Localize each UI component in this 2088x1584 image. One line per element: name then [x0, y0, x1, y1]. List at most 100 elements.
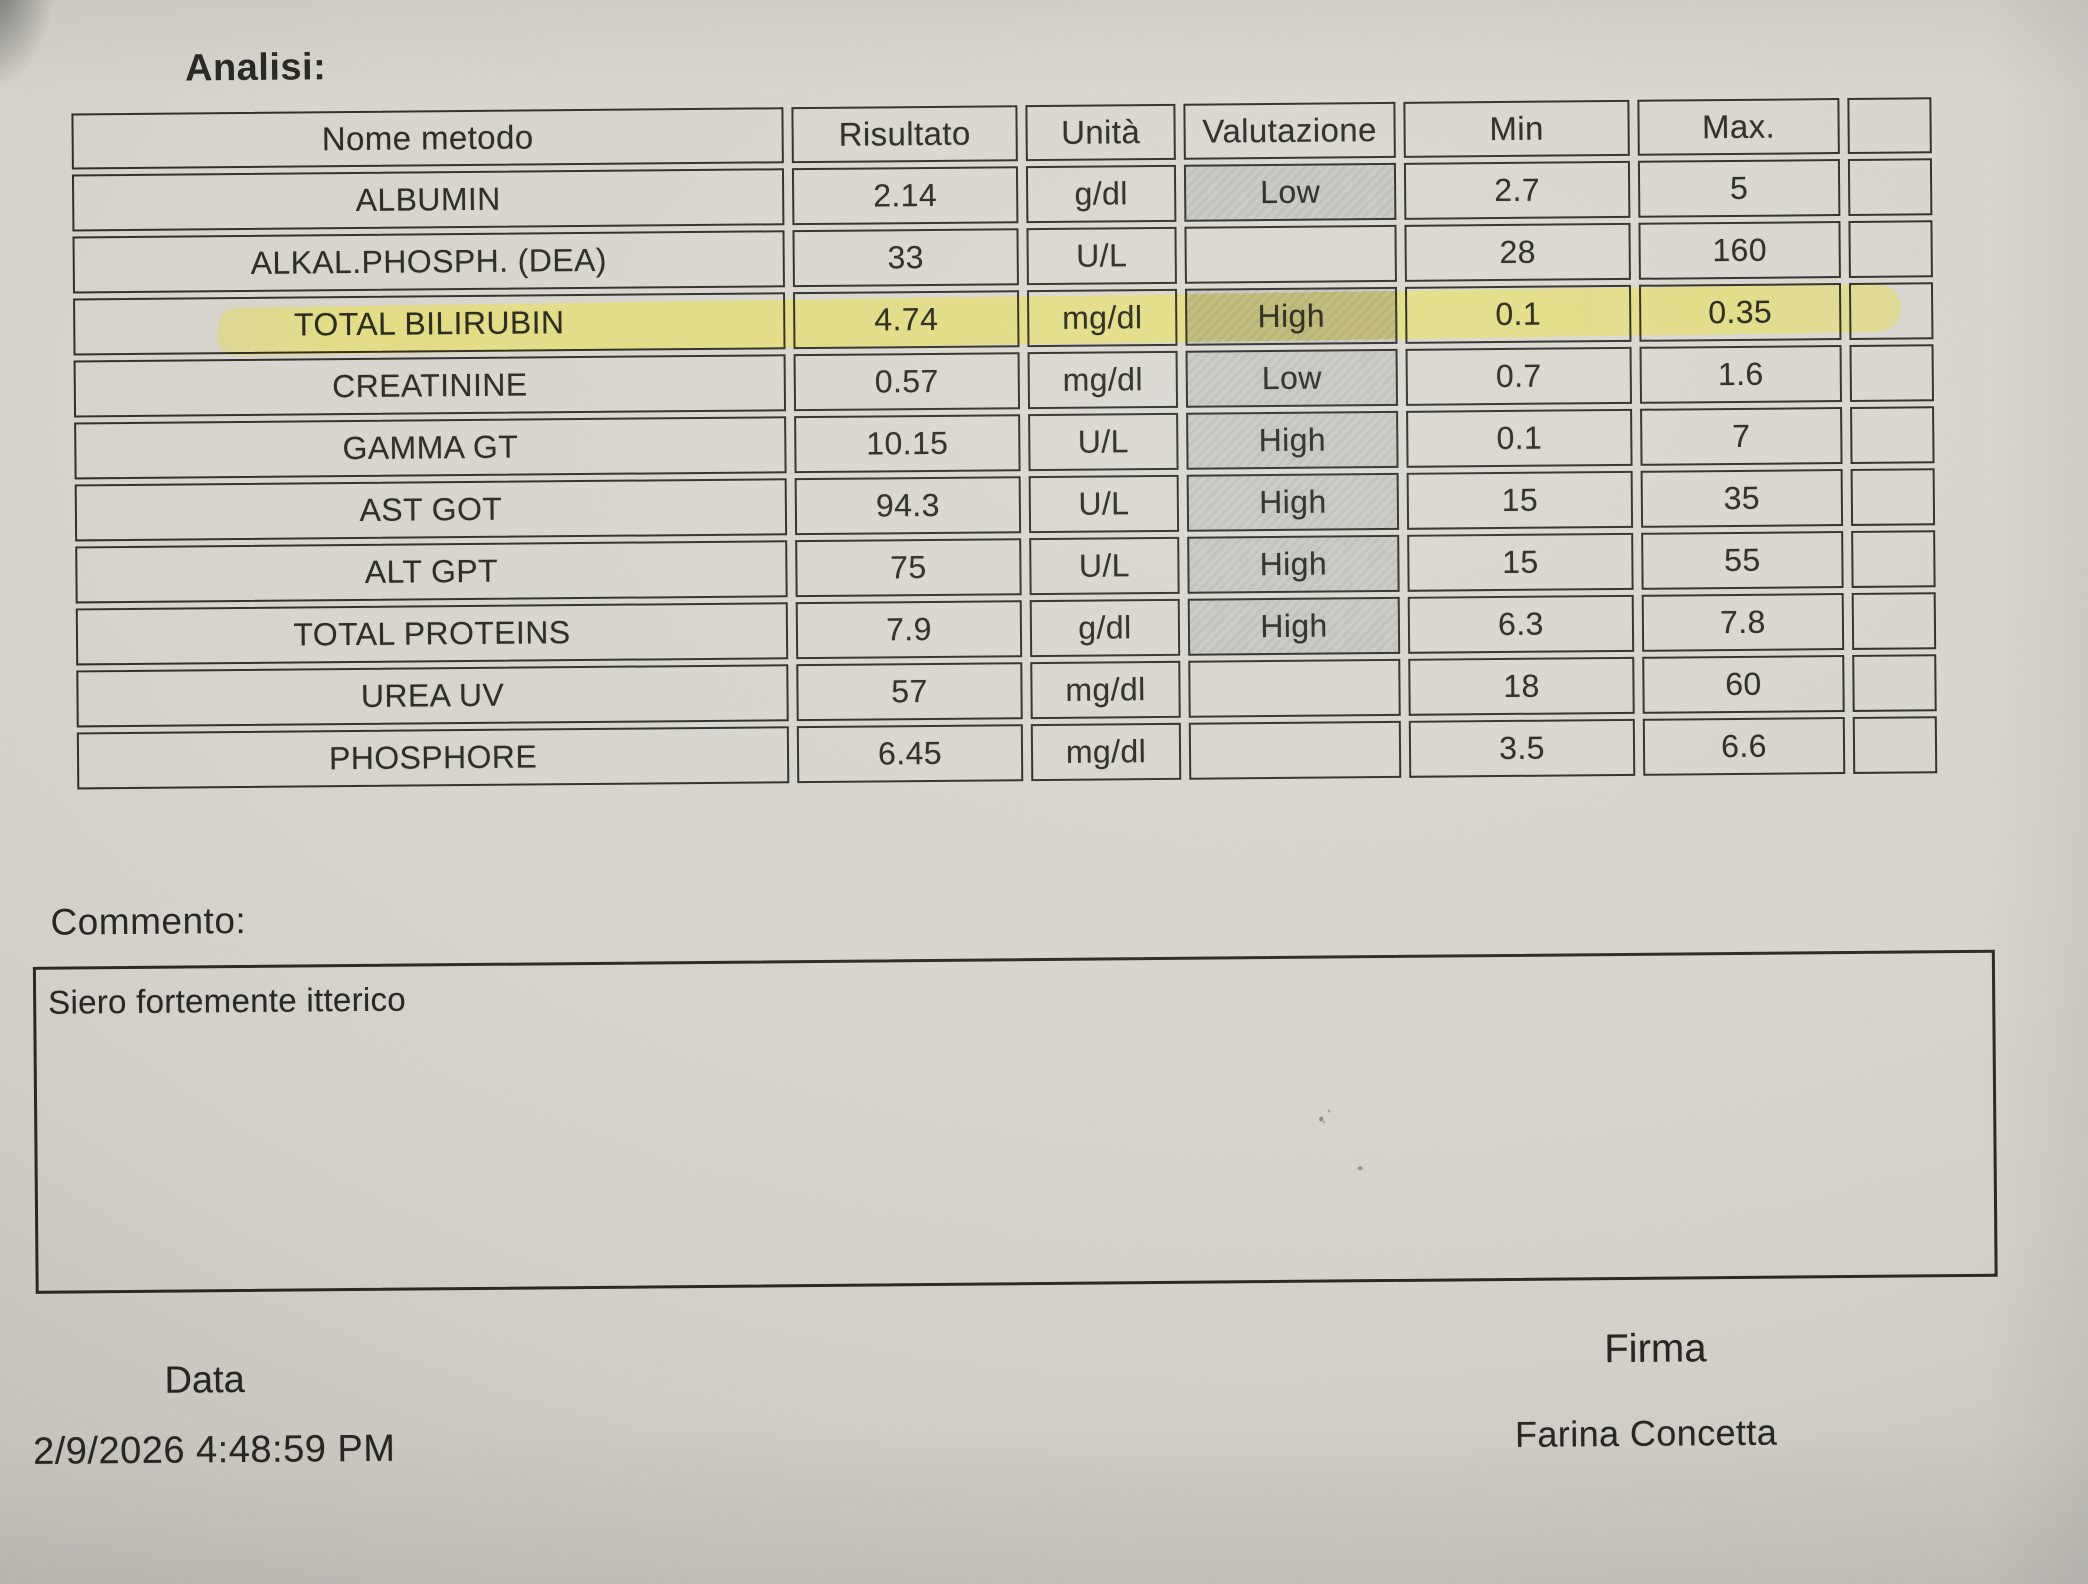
min-cell: 18 — [1408, 656, 1635, 716]
header-max: Max. — [1637, 98, 1840, 156]
max-cell: 5 — [1637, 159, 1841, 218]
stray-ink-mark — [1319, 1116, 1324, 1122]
date-heading: Data — [164, 1359, 245, 1402]
result-cell: 57 — [796, 662, 1023, 722]
unit-cell: g/dl — [1029, 598, 1181, 658]
result-cell: 4.74 — [793, 290, 1020, 350]
max-cell: 0.35 — [1638, 283, 1842, 342]
max-cell: 35 — [1640, 469, 1844, 528]
table-row: CREATININE 0.57 mg/dl Low 0.7 1.6 — [73, 344, 1935, 418]
unit-cell: g/dl — [1025, 164, 1177, 224]
header-method-name: Nome metodo — [71, 107, 784, 170]
table-row: UREA UV 57 mg/dl 18 60 — [76, 654, 1937, 728]
table-row: ALKAL.PHOSPH. (DEA) 33 U/L 28 160 — [72, 220, 1933, 294]
table-row: TOTAL BILIRUBIN 4.74 mg/dl High 0.1 0.35 — [73, 282, 1934, 356]
method-name-cell: CREATININE — [73, 354, 787, 418]
evaluation-cell: Low — [1185, 348, 1399, 408]
max-cell: 7 — [1640, 407, 1843, 466]
method-name-cell: TOTAL PROTEINS — [75, 602, 789, 666]
empty-cell — [1850, 406, 1935, 464]
method-name-cell: AST GOT — [74, 478, 788, 542]
min-cell: 3.5 — [1408, 718, 1636, 778]
evaluation-cell: High — [1187, 596, 1401, 656]
header-unit: Unità — [1025, 103, 1176, 162]
min-cell: 2.7 — [1403, 160, 1631, 220]
header-empty — [1847, 97, 1932, 154]
max-cell: 7.8 — [1641, 593, 1845, 652]
stray-ink-mark — [1357, 1166, 1363, 1171]
max-cell: 6.6 — [1642, 717, 1846, 776]
header-evaluation: Valutazione — [1183, 101, 1396, 160]
min-cell: 15 — [1407, 532, 1634, 592]
result-cell: 0.57 — [793, 352, 1021, 412]
min-cell: 15 — [1406, 470, 1634, 530]
unit-cell: mg/dl — [1030, 722, 1182, 782]
evaluation-cell: High — [1187, 534, 1400, 594]
header-min: Min — [1403, 99, 1630, 158]
max-cell: 160 — [1638, 221, 1841, 280]
method-name-cell: TOTAL BILIRUBIN — [73, 292, 786, 356]
result-cell: 33 — [792, 228, 1019, 288]
evaluation-cell — [1184, 224, 1397, 284]
analyses-heading: Analisi: — [184, 46, 327, 90]
empty-cell — [1848, 220, 1933, 278]
result-cell: 7.9 — [795, 600, 1023, 660]
unit-cell: mg/dl — [1027, 288, 1178, 348]
table-row: AST GOT 94.3 U/L High 15 35 — [74, 468, 1936, 542]
method-name-cell: ALT GPT — [75, 540, 788, 604]
unit-cell: U/L — [1028, 474, 1180, 534]
unit-cell: U/L — [1026, 226, 1177, 286]
unit-cell: U/L — [1028, 412, 1179, 472]
evaluation-cell: Low — [1183, 162, 1397, 222]
evaluation-cell: High — [1186, 410, 1399, 470]
signature-name: Farina Concetta — [1514, 1411, 1778, 1455]
empty-cell — [1852, 654, 1937, 712]
table-row: PHOSPHORE 6.45 mg/dl 3.5 6.6 — [76, 716, 1938, 790]
method-name-cell: PHOSPHORE — [76, 726, 790, 790]
empty-cell — [1848, 282, 1934, 340]
method-name-cell: GAMMA GT — [74, 416, 787, 480]
evaluation-cell — [1188, 658, 1401, 718]
table-row: GAMMA GT 10.15 U/L High 0.1 7 — [74, 406, 1935, 480]
unit-cell: mg/dl — [1030, 660, 1181, 720]
empty-cell — [1852, 716, 1938, 774]
comment-heading: Commento: — [50, 899, 247, 943]
result-cell: 94.3 — [794, 476, 1022, 536]
results-table: Nome metodo Risultato Unità Valutazione … — [63, 92, 1945, 794]
max-cell: 55 — [1641, 531, 1844, 590]
min-cell: 28 — [1404, 222, 1631, 282]
date-value: 2/9/2026 4:48:59 PM — [32, 1427, 396, 1473]
unit-cell: U/L — [1029, 536, 1180, 596]
empty-cell — [1847, 158, 1933, 216]
evaluation-cell: High — [1186, 472, 1400, 532]
result-cell: 75 — [795, 538, 1022, 598]
min-cell: 0.1 — [1406, 408, 1633, 468]
min-cell: 6.3 — [1407, 594, 1635, 654]
table-row: ALBUMIN 2.14 g/dl Low 2.7 5 — [71, 158, 1933, 232]
signature-heading: Firma — [1604, 1326, 1707, 1372]
table-row: ALT GPT 75 U/L High 15 55 — [75, 530, 1936, 604]
empty-cell — [1849, 344, 1935, 402]
evaluation-cell — [1188, 720, 1402, 780]
empty-cell — [1850, 468, 1936, 526]
header-result: Risultato — [791, 105, 1018, 164]
result-cell: 6.45 — [796, 724, 1024, 784]
evaluation-cell: High — [1184, 286, 1398, 346]
max-cell: 1.6 — [1639, 345, 1843, 404]
min-cell: 0.1 — [1404, 284, 1632, 344]
empty-cell — [1851, 530, 1936, 588]
min-cell: 0.7 — [1405, 346, 1633, 406]
max-cell: 60 — [1642, 655, 1845, 714]
method-name-cell: UREA UV — [76, 664, 789, 728]
comment-box: Siero fortemente itterico — [32, 949, 1998, 1294]
table-header-row: Nome metodo Risultato Unità Valutazione … — [71, 97, 1932, 170]
empty-cell — [1851, 592, 1937, 650]
comment-text: Siero fortemente itterico — [48, 980, 407, 1021]
unit-cell: mg/dl — [1027, 350, 1179, 410]
result-cell: 10.15 — [794, 414, 1021, 474]
method-name-cell: ALKAL.PHOSPH. (DEA) — [72, 230, 785, 294]
table-row: TOTAL PROTEINS 7.9 g/dl High 6.3 7.8 — [75, 592, 1937, 666]
result-cell: 2.14 — [791, 166, 1019, 226]
